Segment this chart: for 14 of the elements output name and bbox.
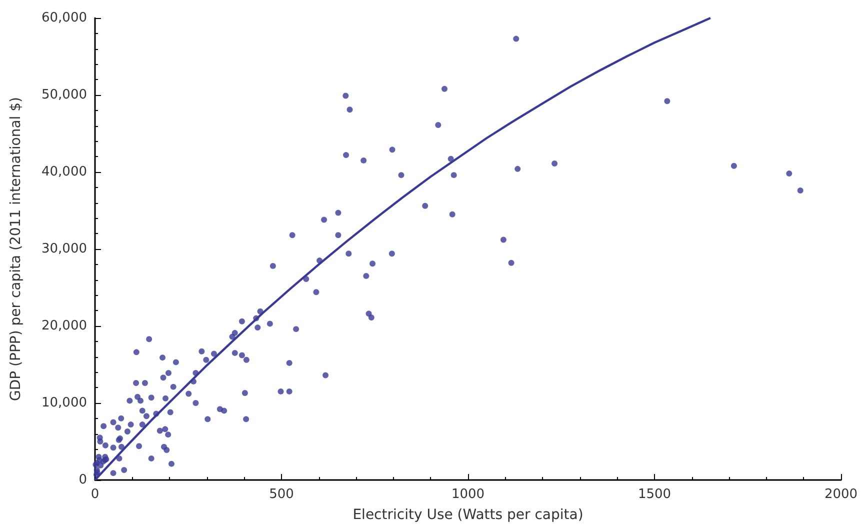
y-tick-label: 40,000 — [42, 164, 87, 180]
y-axis-title: GDP (PPP) per capita (2011 international $) — [8, 97, 24, 401]
y-tick-label: 10,000 — [42, 396, 87, 410]
x-tick-label: 2000 — [824, 487, 858, 502]
y-tick-label: 0 — [78, 472, 87, 488]
x-tick-label: 1500 — [638, 487, 672, 502]
x-tick-label: 1000 — [451, 487, 485, 502]
y-tick-label: 30,000 — [42, 242, 87, 256]
y-tick-label: 60,000 — [42, 10, 87, 26]
x-axis-title: Electricity Use (Watts per capita) — [352, 507, 584, 523]
y-tick-label: 20,000 — [42, 318, 87, 334]
x-tick-label: 0 — [90, 487, 100, 502]
y-tick-label: 50,000 — [42, 88, 87, 102]
x-tick-label: 500 — [269, 487, 294, 502]
